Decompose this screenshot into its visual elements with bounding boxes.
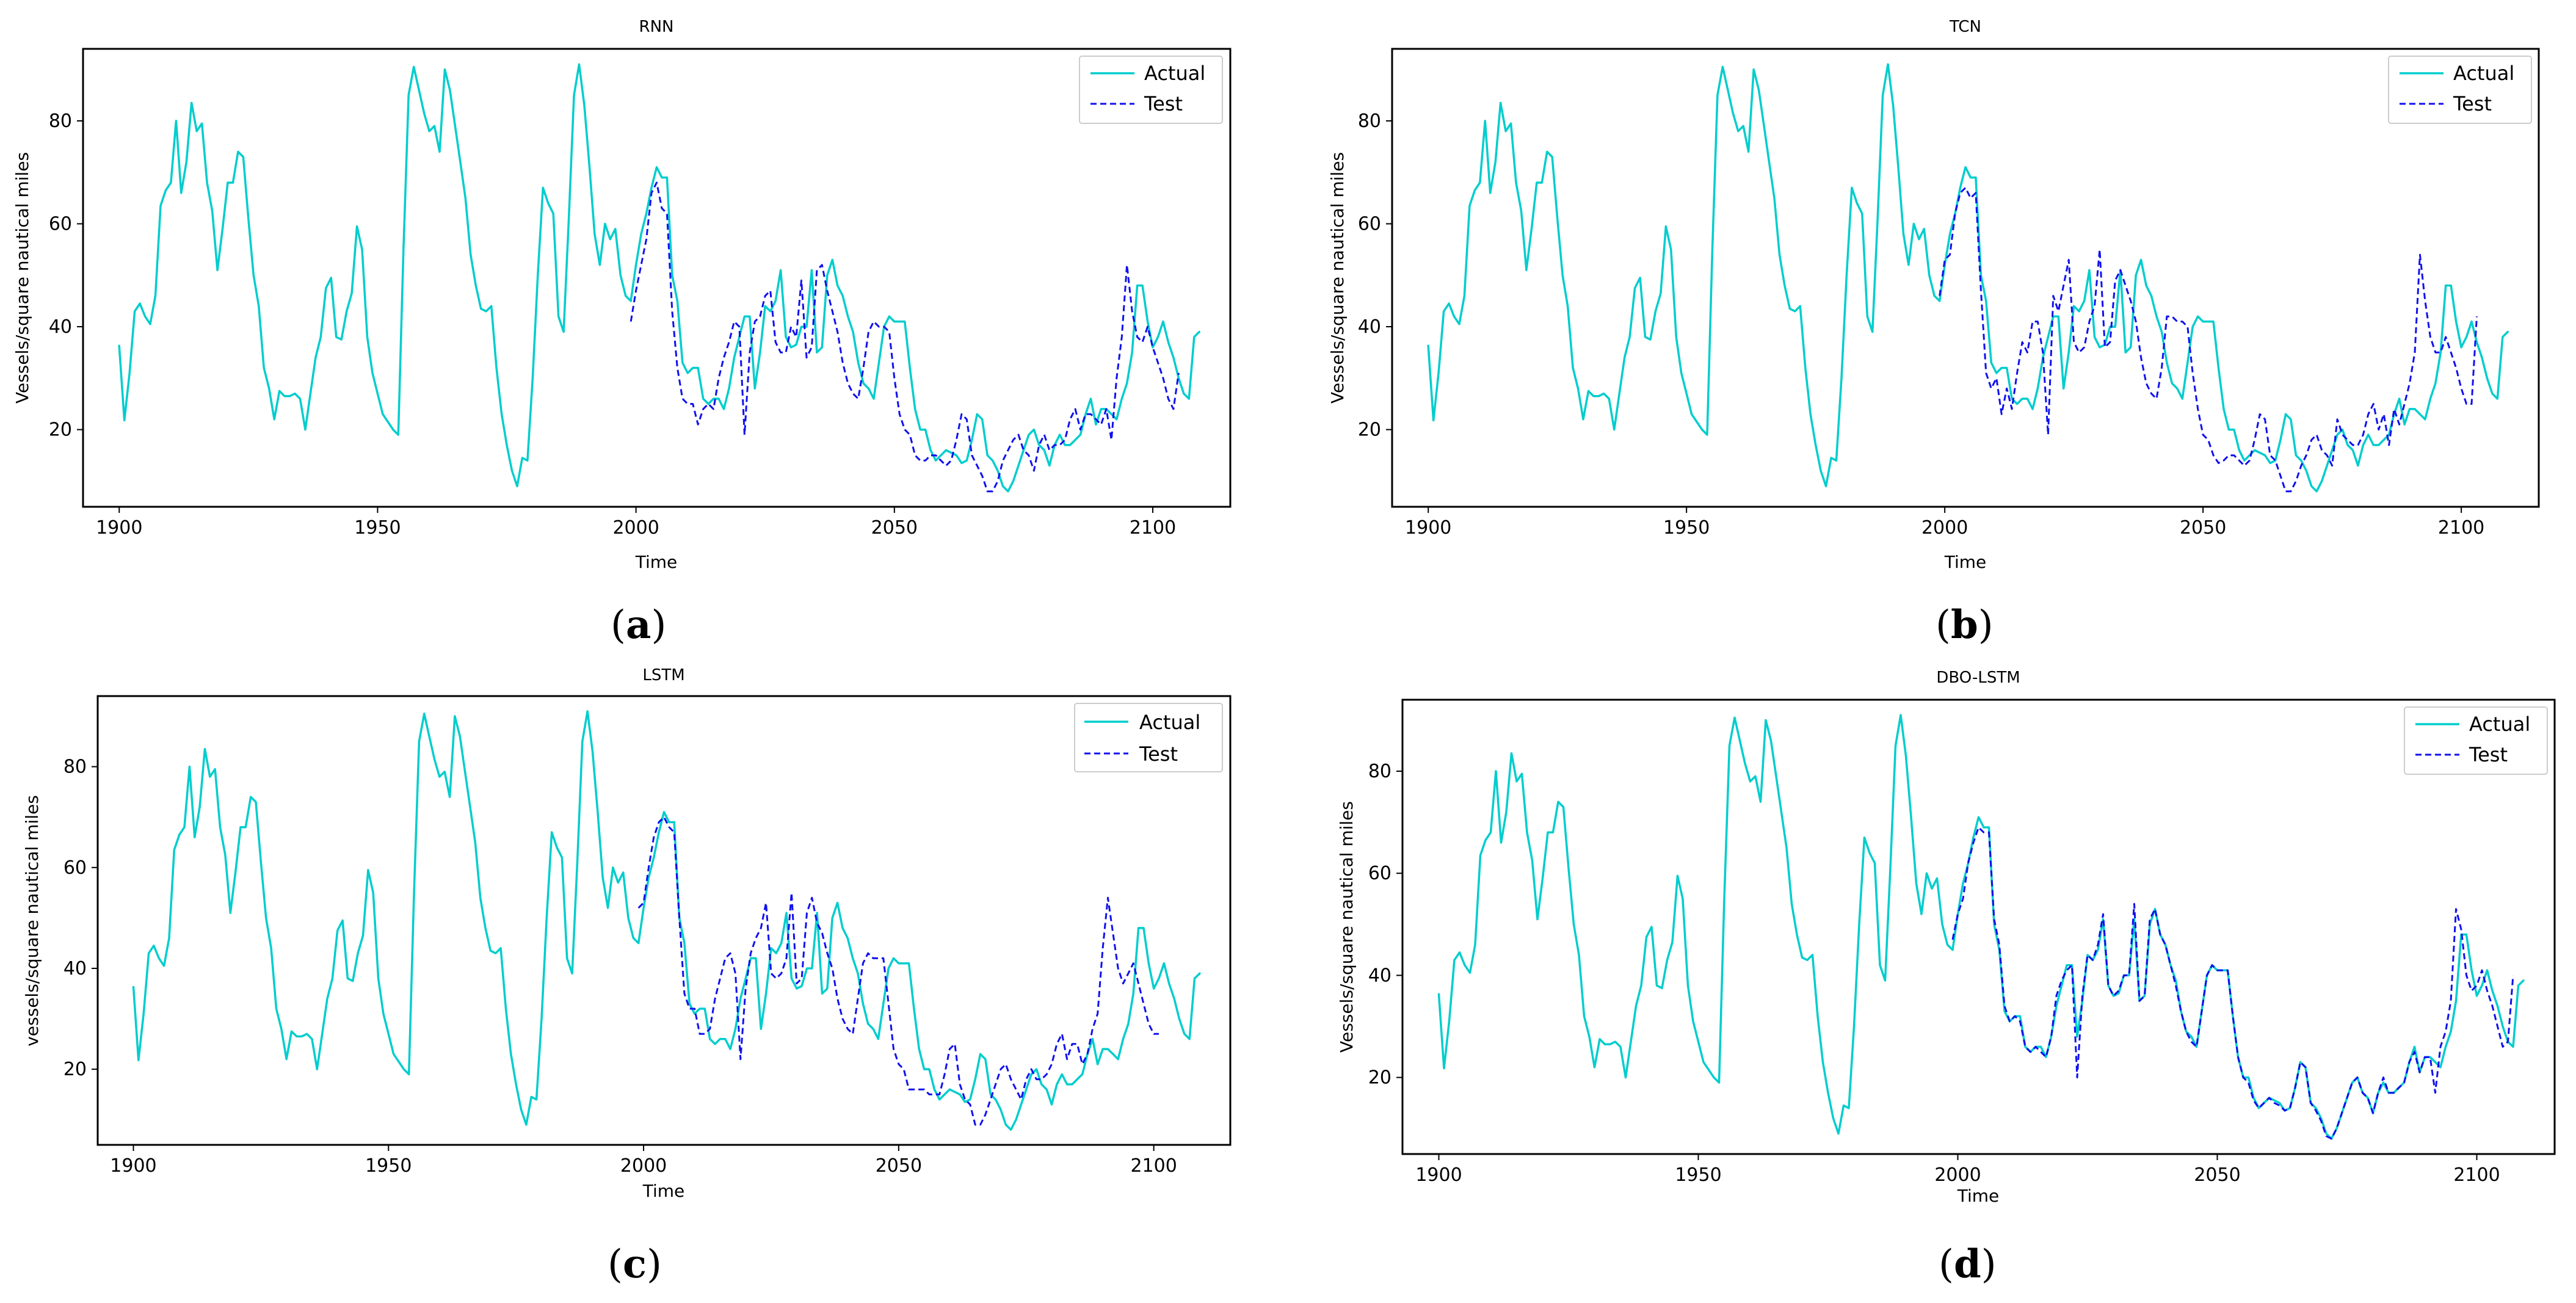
y-tick-label-lstm-20: 20 bbox=[63, 1059, 87, 1080]
plot-frame-rnn bbox=[82, 48, 1232, 508]
y-tick-label-tcn-80: 80 bbox=[1358, 111, 1381, 132]
y-tick-label-rnn-40: 40 bbox=[49, 316, 72, 338]
legend-actual-label-rnn: Actual bbox=[1144, 62, 1205, 85]
series-actual-line-tcn bbox=[1427, 63, 2509, 493]
legend-test-label-lstm: Test bbox=[1139, 742, 1178, 766]
x-tick-label-tcn-1900: 1900 bbox=[1405, 517, 1451, 539]
x-tick-label-rnn-1950: 1950 bbox=[354, 517, 401, 539]
x-tick-label-lstm-2100: 2100 bbox=[1130, 1155, 1177, 1177]
y-tick-label-tcn-20: 20 bbox=[1358, 419, 1381, 441]
series-tcn bbox=[1427, 63, 2509, 493]
x-tick-label-tcn-1950: 1950 bbox=[1663, 517, 1710, 539]
caption-c: (c) bbox=[608, 1241, 662, 1287]
x-tick-label-tcn-2000: 2000 bbox=[1921, 517, 1968, 539]
y-tick-label-tcn-60: 60 bbox=[1358, 214, 1381, 235]
x-ticks-tcn: 1900 1950 2000 2050 2100 bbox=[1405, 507, 2484, 539]
panel-rnn: RNN Time Vessels/square nautical miles 1… bbox=[12, 18, 1232, 648]
y-tick-label-dbo-lstm-40: 40 bbox=[1368, 965, 1391, 986]
chart-title-tcn: TCN bbox=[1949, 18, 1981, 36]
series-dbo-lstm bbox=[1437, 714, 2525, 1140]
series-test-line-lstm bbox=[637, 816, 1159, 1126]
caption-d: (d) bbox=[1939, 1241, 1997, 1287]
caption-a: (a) bbox=[611, 602, 666, 648]
series-actual-line-rnn bbox=[118, 63, 1200, 493]
x-tick-label-lstm-2050: 2050 bbox=[876, 1155, 922, 1177]
series-test-line-rnn bbox=[629, 181, 1180, 493]
x-tick-label-tcn-2050: 2050 bbox=[2180, 517, 2226, 539]
x-tick-label-lstm-1900: 1900 bbox=[110, 1155, 156, 1177]
x-tick-label-lstm-1950: 1950 bbox=[365, 1155, 412, 1177]
x-axis-label-rnn: Time bbox=[635, 552, 678, 572]
y-axis-label-tcn: Vessels/square nautical miles bbox=[1327, 152, 1348, 404]
series-rnn bbox=[118, 63, 1200, 493]
x-ticks-lstm: 1900 1950 2000 2050 2100 bbox=[110, 1145, 1177, 1177]
x-tick-label-rnn-2050: 2050 bbox=[871, 517, 918, 539]
legend-actual-label-tcn: Actual bbox=[2453, 62, 2514, 85]
y-ticks-rnn: 20 40 60 80 bbox=[49, 111, 83, 441]
y-tick-label-dbo-lstm-80: 80 bbox=[1368, 761, 1391, 782]
x-axis-label-tcn: Time bbox=[1944, 552, 1987, 572]
legend-test-label-rnn: Test bbox=[1144, 92, 1183, 115]
legend-dbo-lstm: Actual Test bbox=[2404, 706, 2548, 775]
y-ticks-lstm: 20 40 60 80 bbox=[63, 757, 98, 1080]
y-axis-label-rnn: Vessels/square nautical miles bbox=[12, 152, 32, 404]
caption-letter-b: b bbox=[1951, 602, 1978, 648]
y-axis-label-dbo-lstm: Vessels/square nautical miles bbox=[1337, 801, 1357, 1053]
caption-letter-a: a bbox=[626, 602, 651, 648]
y-tick-label-lstm-40: 40 bbox=[63, 958, 87, 979]
series-actual-line-dbo-lstm bbox=[1437, 714, 2525, 1140]
legend-rnn: Actual Test bbox=[1079, 56, 1223, 124]
x-tick-label-lstm-2000: 2000 bbox=[620, 1155, 667, 1177]
legend-actual-label-dbo-lstm: Actual bbox=[2469, 713, 2530, 736]
y-tick-label-tcn-40: 40 bbox=[1358, 316, 1381, 338]
x-tick-label-rnn-2100: 2100 bbox=[1130, 517, 1176, 539]
chart-title-dbo-lstm: DBO-LSTM bbox=[1936, 669, 2020, 687]
legend-box-lstm bbox=[1074, 703, 1223, 772]
y-tick-label-dbo-lstm-60: 60 bbox=[1368, 863, 1391, 884]
x-axis-label-lstm: Time bbox=[642, 1181, 685, 1201]
x-ticks-dbo-lstm: 1900 1950 2000 2050 2100 bbox=[1415, 1154, 2500, 1186]
caption-letter-c: c bbox=[623, 1241, 647, 1287]
y-tick-label-dbo-lstm-20: 20 bbox=[1368, 1067, 1391, 1089]
x-axis-label-dbo-lstm: Time bbox=[1957, 1186, 2000, 1206]
chart-title-lstm: LSTM bbox=[642, 666, 684, 684]
y-ticks-tcn: 20 40 60 80 bbox=[1358, 111, 1392, 441]
legend-actual-label-lstm: Actual bbox=[1139, 711, 1200, 734]
chart-title-rnn: RNN bbox=[639, 18, 674, 36]
x-tick-label-rnn-1900: 1900 bbox=[96, 517, 142, 539]
x-tick-label-tcn-2100: 2100 bbox=[2438, 517, 2484, 539]
x-tick-label-rnn-2000: 2000 bbox=[612, 517, 659, 539]
caption-b: (b) bbox=[1936, 602, 1994, 648]
legend-test-label-tcn: Test bbox=[2453, 92, 2492, 115]
plot-frame-dbo-lstm bbox=[1401, 699, 2556, 1155]
x-tick-label-dbo-lstm-2100: 2100 bbox=[2453, 1164, 2500, 1186]
x-ticks-rnn: 1900 1950 2000 2050 2100 bbox=[96, 507, 1176, 539]
y-tick-label-rnn-80: 80 bbox=[49, 111, 72, 132]
legend-lstm: Actual Test bbox=[1074, 703, 1223, 772]
series-test-line-dbo-lstm bbox=[1951, 826, 2514, 1140]
y-axis-label-lstm: vessels/square nautical miles bbox=[22, 795, 42, 1047]
y-tick-label-rnn-20: 20 bbox=[49, 419, 72, 441]
panel-lstm: LSTM Time vessels/square nautical miles … bbox=[22, 666, 1232, 1287]
series-lstm bbox=[132, 710, 1201, 1131]
y-tick-label-rnn-60: 60 bbox=[49, 214, 72, 235]
legend-tcn: Actual Test bbox=[2388, 56, 2532, 124]
plot-frame-tcn bbox=[1391, 48, 2540, 508]
y-tick-label-lstm-80: 80 bbox=[63, 757, 87, 778]
y-ticks-dbo-lstm: 20 40 60 80 bbox=[1368, 761, 1402, 1089]
panel-tcn: TCN Time Vessels/square nautical miles 1… bbox=[1327, 18, 2540, 648]
panel-dbo-lstm: DBO-LSTM Time Vessels/square nautical mi… bbox=[1337, 669, 2556, 1287]
y-tick-label-lstm-60: 60 bbox=[63, 857, 87, 879]
series-test-line-tcn bbox=[1939, 187, 2478, 493]
legend-test-label-dbo-lstm: Test bbox=[2469, 743, 2508, 766]
caption-letter-d: d bbox=[1954, 1241, 1981, 1287]
x-tick-label-dbo-lstm-1950: 1950 bbox=[1675, 1164, 1721, 1186]
x-tick-label-dbo-lstm-2000: 2000 bbox=[1934, 1164, 1981, 1186]
x-tick-label-dbo-lstm-2050: 2050 bbox=[2194, 1164, 2240, 1186]
x-tick-label-dbo-lstm-1900: 1900 bbox=[1415, 1164, 1462, 1186]
plot-frame-lstm bbox=[96, 695, 1232, 1146]
series-actual-line-lstm bbox=[132, 710, 1201, 1131]
